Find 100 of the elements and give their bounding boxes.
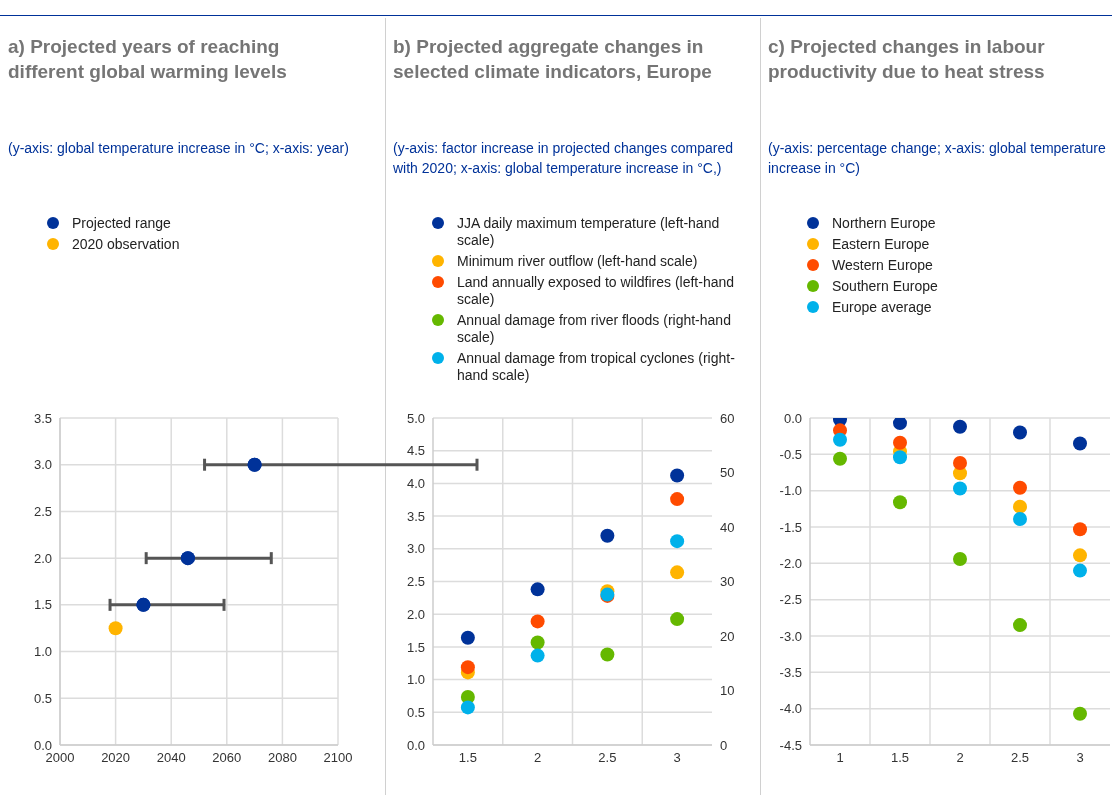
point (953, 456, 967, 471)
y-tick-label: 2.0 (406, 606, 425, 622)
chart-subtitle: (y-axis: factor increase in projected changes compared with 2020; x-axis: global temperature increase in °C,) (393, 139, 735, 178)
point (530, 648, 545, 663)
legend-label: Southern Europe (832, 278, 938, 295)
point (108, 621, 123, 636)
point (953, 481, 967, 496)
y2-tick-label: 10 (720, 683, 735, 699)
legend-label: Land annually exposed to wildfires (left-hand scale) (457, 274, 736, 308)
point (893, 418, 907, 431)
point (893, 495, 907, 510)
chart-title: a) Projected years of reaching different global warming levels (8, 35, 288, 84)
legend-label: JJA daily maximum temperature (left-hand scale) (457, 215, 721, 249)
point (1073, 706, 1087, 721)
point (670, 534, 685, 549)
point (893, 450, 907, 465)
point (670, 492, 685, 507)
x-tick-label: 2060 (212, 750, 242, 766)
point (1013, 480, 1027, 495)
y2-tick-label: 30 (720, 574, 735, 590)
point (833, 432, 847, 447)
point (1013, 618, 1027, 633)
chart-title: b) Projected aggregate changes in selected climate indicators, Europe (393, 35, 713, 84)
x-tick-label: 2100 (323, 750, 353, 766)
point (460, 700, 475, 715)
y2-tick-label: 0 (720, 737, 728, 753)
y-tick-label: 2.5 (406, 574, 425, 590)
y-tick-label: -4.5 (779, 737, 802, 753)
y-tick-label: 4.0 (406, 476, 425, 492)
y-tick-label: 1.5 (406, 639, 425, 655)
legend-label: Europe average (832, 299, 932, 316)
x-tick-label: 2020 (101, 750, 131, 766)
y-tick-label: 5.0 (406, 410, 425, 426)
point (460, 630, 475, 645)
y-tick-label: -2.5 (779, 592, 802, 608)
x-tick-label: 2.5 (598, 750, 617, 766)
x-tick-label: 1.5 (890, 750, 910, 766)
x-tick-label: 2000 (45, 750, 75, 766)
y-tick-label: 0.5 (406, 704, 425, 720)
y-tick-label: 0.0 (406, 737, 425, 753)
chart-subtitle: (y-axis: global temperature increase in °C; x-axis: year) (8, 139, 350, 158)
point (1073, 548, 1087, 563)
point (600, 647, 615, 662)
point (893, 435, 907, 450)
point (1013, 425, 1027, 440)
y-tick-label: 0.0 (783, 410, 802, 426)
chart-subtitle: (y-axis: percentage change; x-axis: global temperature increase in °C) (768, 139, 1107, 178)
x-tick-label: 2 (956, 750, 964, 766)
y-tick-label: 3.0 (406, 541, 425, 557)
y-tick-label: -1.5 (779, 519, 802, 535)
y-tick-label: 0.5 (33, 690, 52, 706)
x-tick-label: 3 (673, 750, 681, 766)
point (1073, 436, 1087, 451)
legend-label: Western Europe (832, 257, 933, 274)
x-tick-label: 1.5 (458, 750, 477, 766)
y-tick-label: 2.5 (33, 504, 52, 520)
point (670, 565, 685, 580)
y-tick-label: 1.0 (406, 672, 425, 688)
x-tick-label: 2040 (156, 750, 186, 766)
y-tick-label: 3.0 (33, 457, 52, 473)
x-tick-label: 1 (836, 750, 844, 766)
y-tick-label: -0.5 (779, 446, 802, 462)
x-tick-label: 3 (1076, 750, 1084, 766)
y-tick-label: -3.5 (779, 664, 802, 680)
y-tick-label: 1.5 (33, 597, 52, 613)
y-tick-label: -1.0 (779, 483, 802, 499)
point (833, 451, 847, 466)
y-tick-label: 4.5 (406, 443, 425, 459)
legend-label: 2020 observation (72, 236, 180, 253)
y-tick-label: 0.0 (33, 737, 52, 753)
legend-label: Annual damage from tropical cyclones (right-hand scale) (457, 350, 736, 384)
point (136, 597, 151, 612)
y2-tick-label: 20 (720, 628, 735, 644)
y-tick-label: -4.0 (779, 701, 802, 717)
y-tick-label: 3.5 (406, 508, 425, 524)
point (1013, 512, 1027, 527)
point (180, 551, 195, 566)
legend-label: Minimum river outflow (left-hand scale) (457, 253, 698, 270)
point (247, 457, 262, 472)
point (460, 660, 475, 675)
point (530, 582, 545, 597)
legend-label: Annual damage from river floods (right-hand scale) (457, 312, 732, 346)
point (953, 551, 967, 566)
point (600, 528, 615, 543)
legend-label: Eastern Europe (832, 236, 930, 253)
y-tick-label: -3.0 (779, 628, 802, 644)
point (530, 614, 545, 629)
point (953, 419, 967, 434)
x-tick-label: 2080 (267, 750, 297, 766)
point (530, 635, 545, 650)
point (670, 612, 685, 627)
point (1013, 499, 1027, 514)
y-tick-label: -2.0 (779, 555, 802, 571)
point (1073, 563, 1087, 578)
point (670, 468, 685, 483)
y-tick-label: 1.0 (33, 644, 52, 660)
y2-tick-label: 40 (720, 519, 735, 535)
y2-tick-label: 60 (720, 410, 735, 426)
y-tick-label: 2.0 (33, 550, 52, 566)
x-tick-label: 2.5 (1010, 750, 1030, 766)
